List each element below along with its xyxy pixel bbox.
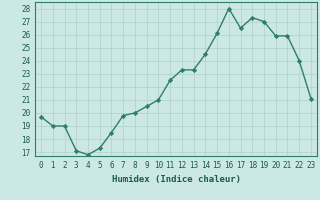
X-axis label: Humidex (Indice chaleur): Humidex (Indice chaleur) [111, 175, 241, 184]
